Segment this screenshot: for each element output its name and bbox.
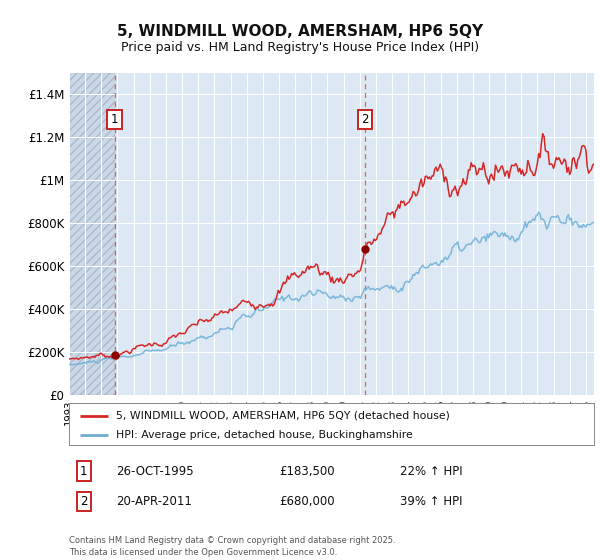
Text: 26-OCT-1995: 26-OCT-1995 [116,465,194,478]
Bar [69,73,115,395]
Text: 39% ↑ HPI: 39% ↑ HPI [400,495,462,508]
Text: 2: 2 [361,113,368,126]
Text: HPI: Average price, detached house, Buckinghamshire: HPI: Average price, detached house, Buck… [116,430,413,440]
Text: 5, WINDMILL WOOD, AMERSHAM, HP6 5QY (detached house): 5, WINDMILL WOOD, AMERSHAM, HP6 5QY (det… [116,411,450,421]
Bar [69,73,115,395]
Text: £680,000: £680,000 [279,495,335,508]
Text: 1: 1 [111,113,118,126]
Text: 2: 2 [80,495,88,508]
Text: 5, WINDMILL WOOD, AMERSHAM, HP6 5QY: 5, WINDMILL WOOD, AMERSHAM, HP6 5QY [117,24,483,39]
Text: 1: 1 [80,465,88,478]
Text: Contains HM Land Registry data © Crown copyright and database right 2025.
This d: Contains HM Land Registry data © Crown c… [69,536,395,557]
Text: 22% ↑ HPI: 22% ↑ HPI [400,465,463,478]
Text: 20-APR-2011: 20-APR-2011 [116,495,192,508]
Text: £183,500: £183,500 [279,465,335,478]
Text: Price paid vs. HM Land Registry's House Price Index (HPI): Price paid vs. HM Land Registry's House … [121,41,479,54]
